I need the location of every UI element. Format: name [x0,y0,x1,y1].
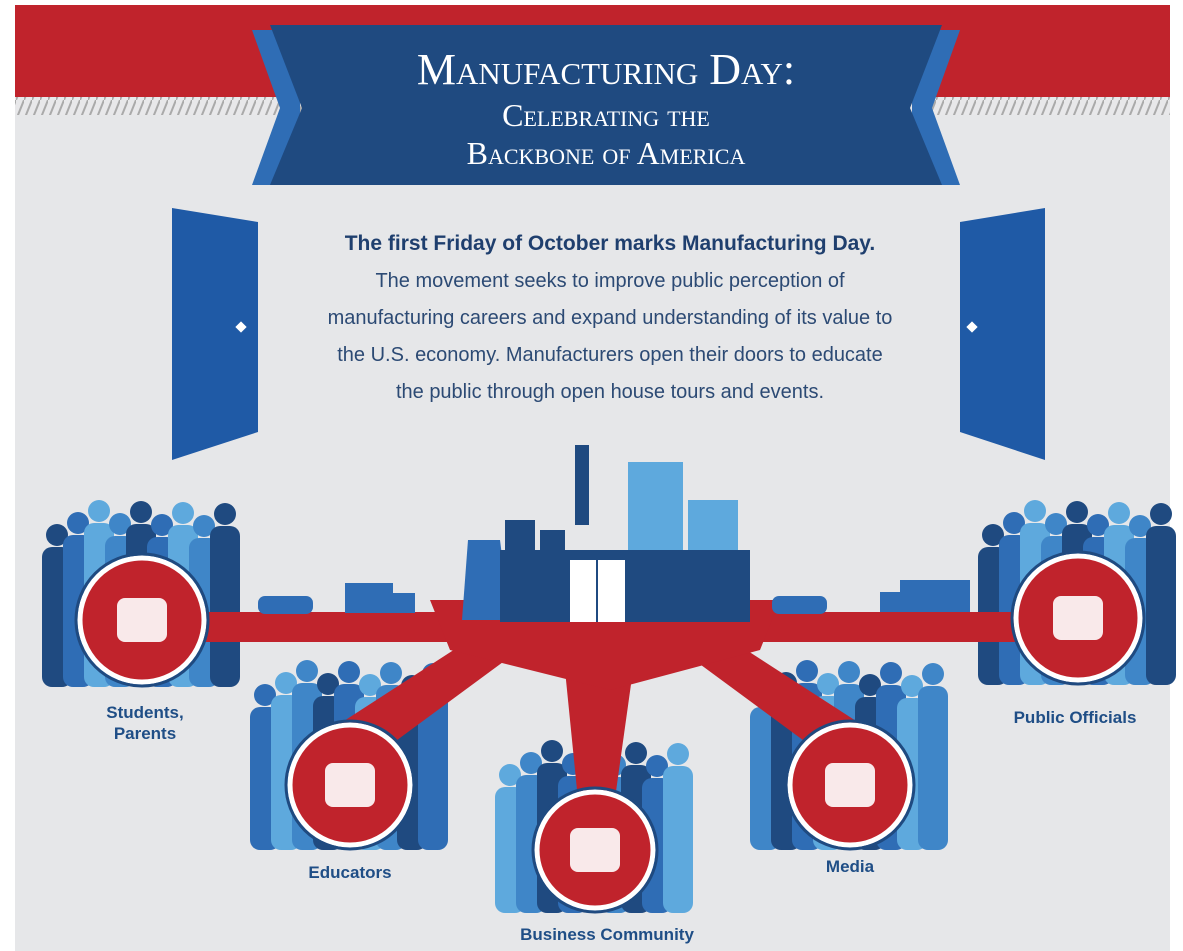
person [838,661,860,683]
person [1108,502,1130,524]
icon-glyph [570,828,620,872]
person [88,500,110,522]
intro-body: manufacturing careers and expand underst… [328,307,893,329]
intro-lead: The first Friday of October marks Manufa… [345,232,876,255]
person [214,503,236,525]
subtitle: Backbone of America [467,135,746,171]
person [172,502,194,524]
person [667,743,689,765]
icon-glyph [117,598,167,642]
person [663,766,693,913]
person [380,662,402,684]
subtitle: Celebrating the [502,97,710,133]
person [880,662,902,684]
icon-glyph [1053,596,1103,640]
infographic: Manufacturing Day: Celebrating the Backb… [0,0,1183,951]
person [922,663,944,685]
icon-glyph [825,763,875,807]
person [1146,526,1176,685]
intro-body: The movement seeks to improve public per… [375,270,845,292]
intro-body: the public through open house tours and … [396,381,824,403]
person [1150,503,1172,525]
person [625,742,647,764]
group-label: Media [826,857,875,876]
intro-body: the U.S. economy. Manufacturers open the… [337,344,883,366]
title: Manufacturing Day: [417,45,795,94]
person [1066,501,1088,523]
person [918,686,948,850]
door [960,208,1045,460]
person [130,501,152,523]
person [1024,500,1046,522]
person [541,740,563,762]
person [210,526,240,687]
group-label: Students, [106,703,183,722]
person [338,661,360,683]
person [296,660,318,682]
icon-glyph [325,763,375,807]
group-label: Public Officials [1014,708,1137,727]
group-label: Parents [114,724,176,743]
door [172,208,258,460]
group-label: Educators [308,863,391,882]
group-label: Business Community [520,925,694,944]
person [796,660,818,682]
